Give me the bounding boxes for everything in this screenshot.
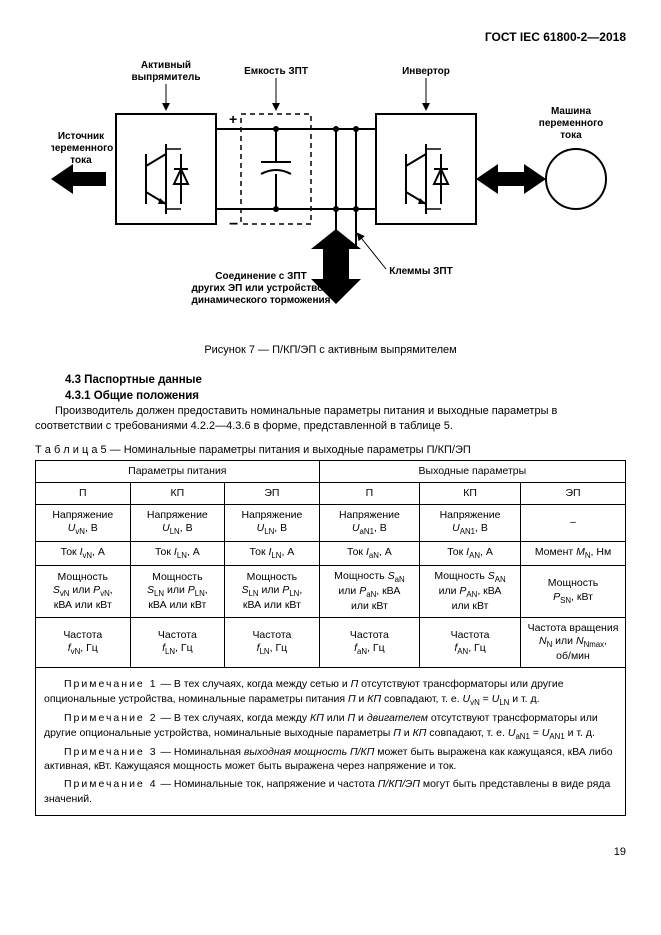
table-5: Параметры питания Выходные параметры ПКП… bbox=[35, 460, 626, 817]
table-note: Примечание 1 — В тех случаях, когда межд… bbox=[44, 677, 617, 708]
svg-text:динамического торможения: динамического торможения bbox=[191, 295, 330, 306]
table-notes: Примечание 1 — В тех случаях, когда межд… bbox=[36, 668, 626, 816]
table-cell: МощностьPSN, кВт bbox=[521, 565, 626, 617]
table-cell: НапряжениеUAN1, В bbox=[420, 504, 521, 541]
table-cell: НапряжениеULN, В bbox=[130, 504, 225, 541]
arrow-machine-icon bbox=[476, 164, 546, 194]
table-row: Ток IvN, АТок ILN, АТок ILN, АТок IaN, А… bbox=[36, 542, 626, 566]
table-cell: Мощность SaNили PaN, кВАили кВт bbox=[319, 565, 419, 617]
label-source: Источник bbox=[57, 131, 104, 142]
table-cell: Ток IaN, А bbox=[319, 542, 419, 566]
head-output: Выходные параметры bbox=[319, 460, 625, 482]
table-cell: НапряжениеULN, В bbox=[225, 504, 320, 541]
table-row: НапряжениеUvN, ВНапряжениеULN, ВНапряжен… bbox=[36, 504, 626, 541]
table-cell: Частота вращенияNN или NNmax,об/мин bbox=[521, 617, 626, 667]
table-note: Примечание 4 — Номинальные ток, напряжен… bbox=[44, 777, 617, 806]
table-cell: МощностьSLN или PLN,кВА или кВт bbox=[130, 565, 225, 617]
table-cell: Ток IAN, А bbox=[420, 542, 521, 566]
table-row: ЧастотаfvN, ГцЧастотаfLN, ГцЧастотаfLN, … bbox=[36, 617, 626, 667]
label-machine: Машина bbox=[550, 106, 591, 117]
table-cell: ЧастотаfaN, Гц bbox=[319, 617, 419, 667]
table-5-title: Т а б л и ц а 5 — Номинальные параметры … bbox=[35, 444, 626, 456]
col-ЭП: ЭП bbox=[225, 482, 320, 504]
svg-text:других ЭП или устройством: других ЭП или устройством bbox=[191, 283, 330, 294]
label-dc-link: Емкость ЗПТ bbox=[244, 66, 308, 77]
section-4-3-title: 4.3 Паспортные данные bbox=[65, 374, 626, 386]
col-П: П bbox=[36, 482, 131, 504]
section-4-3-1-title: 4.3.1 Общие положения bbox=[65, 390, 626, 402]
minus-sign: − bbox=[229, 216, 238, 233]
col-ЭП: ЭП bbox=[521, 482, 626, 504]
svg-text:переменного: переменного bbox=[51, 143, 113, 154]
label-dc-conn: Соединение с ЗПТ bbox=[215, 271, 306, 282]
table-note: Примечание 2 — В тех случаях, когда межд… bbox=[44, 711, 617, 742]
table-cell: ЧастотаfLN, Гц bbox=[130, 617, 225, 667]
page-number: 19 bbox=[35, 846, 626, 858]
svg-text:переменного: переменного bbox=[538, 118, 602, 129]
table-cell: ЧастотаfLN, Гц bbox=[225, 617, 320, 667]
table-cell: МощностьSLN или PLN,кВА или кВт bbox=[225, 565, 320, 617]
svg-text:выпрямитель: выпрямитель bbox=[131, 72, 200, 83]
table-cell: ЧастотаfAN, Гц bbox=[420, 617, 521, 667]
doc-header: ГОСТ IEC 61800-2—2018 bbox=[35, 30, 626, 44]
table-cell: Момент MN, Нм bbox=[521, 542, 626, 566]
diagram-figure: Активный выпрямитель Емкость ЗПТ Инверто… bbox=[35, 54, 626, 334]
table-cell: ЧастотаfvN, Гц bbox=[36, 617, 131, 667]
col-П: П bbox=[319, 482, 419, 504]
table-cell: Ток ILN, А bbox=[130, 542, 225, 566]
para-4-3-1: Производитель должен предоставить номина… bbox=[35, 404, 626, 434]
svg-text:тока: тока bbox=[70, 155, 92, 166]
table-row: МощностьSvN или PvN,кВА или кВтМощностьS… bbox=[36, 565, 626, 617]
plus-sign: + bbox=[229, 111, 237, 127]
svg-text:тока: тока bbox=[560, 130, 582, 141]
table-note: Примечание 3 — Номинальная выходная мощн… bbox=[44, 745, 617, 774]
label-active-rect: Активный bbox=[140, 60, 190, 71]
figure-caption: Рисунок 7 — П/КП/ЭП с активным выпрямите… bbox=[35, 344, 626, 356]
table-cell: НапряжениеUaN1, В bbox=[319, 504, 419, 541]
machine-circle bbox=[546, 149, 606, 209]
col-КП: КП bbox=[420, 482, 521, 504]
table-cell: НапряжениеUvN, В bbox=[36, 504, 131, 541]
head-input: Параметры питания bbox=[36, 460, 320, 482]
table-cell: – bbox=[521, 504, 626, 541]
arrow-source-icon bbox=[51, 164, 106, 194]
table-cell: Ток IvN, А bbox=[36, 542, 131, 566]
table-cell: МощностьSvN или PvN,кВА или кВт bbox=[36, 565, 131, 617]
table-cell: Ток ILN, А bbox=[225, 542, 320, 566]
label-inverter: Инвертор bbox=[402, 66, 450, 77]
table-cell: Мощность SANили PAN, кВАили кВт bbox=[420, 565, 521, 617]
col-КП: КП bbox=[130, 482, 225, 504]
label-terminals: Клеммы ЗПТ bbox=[389, 266, 452, 277]
